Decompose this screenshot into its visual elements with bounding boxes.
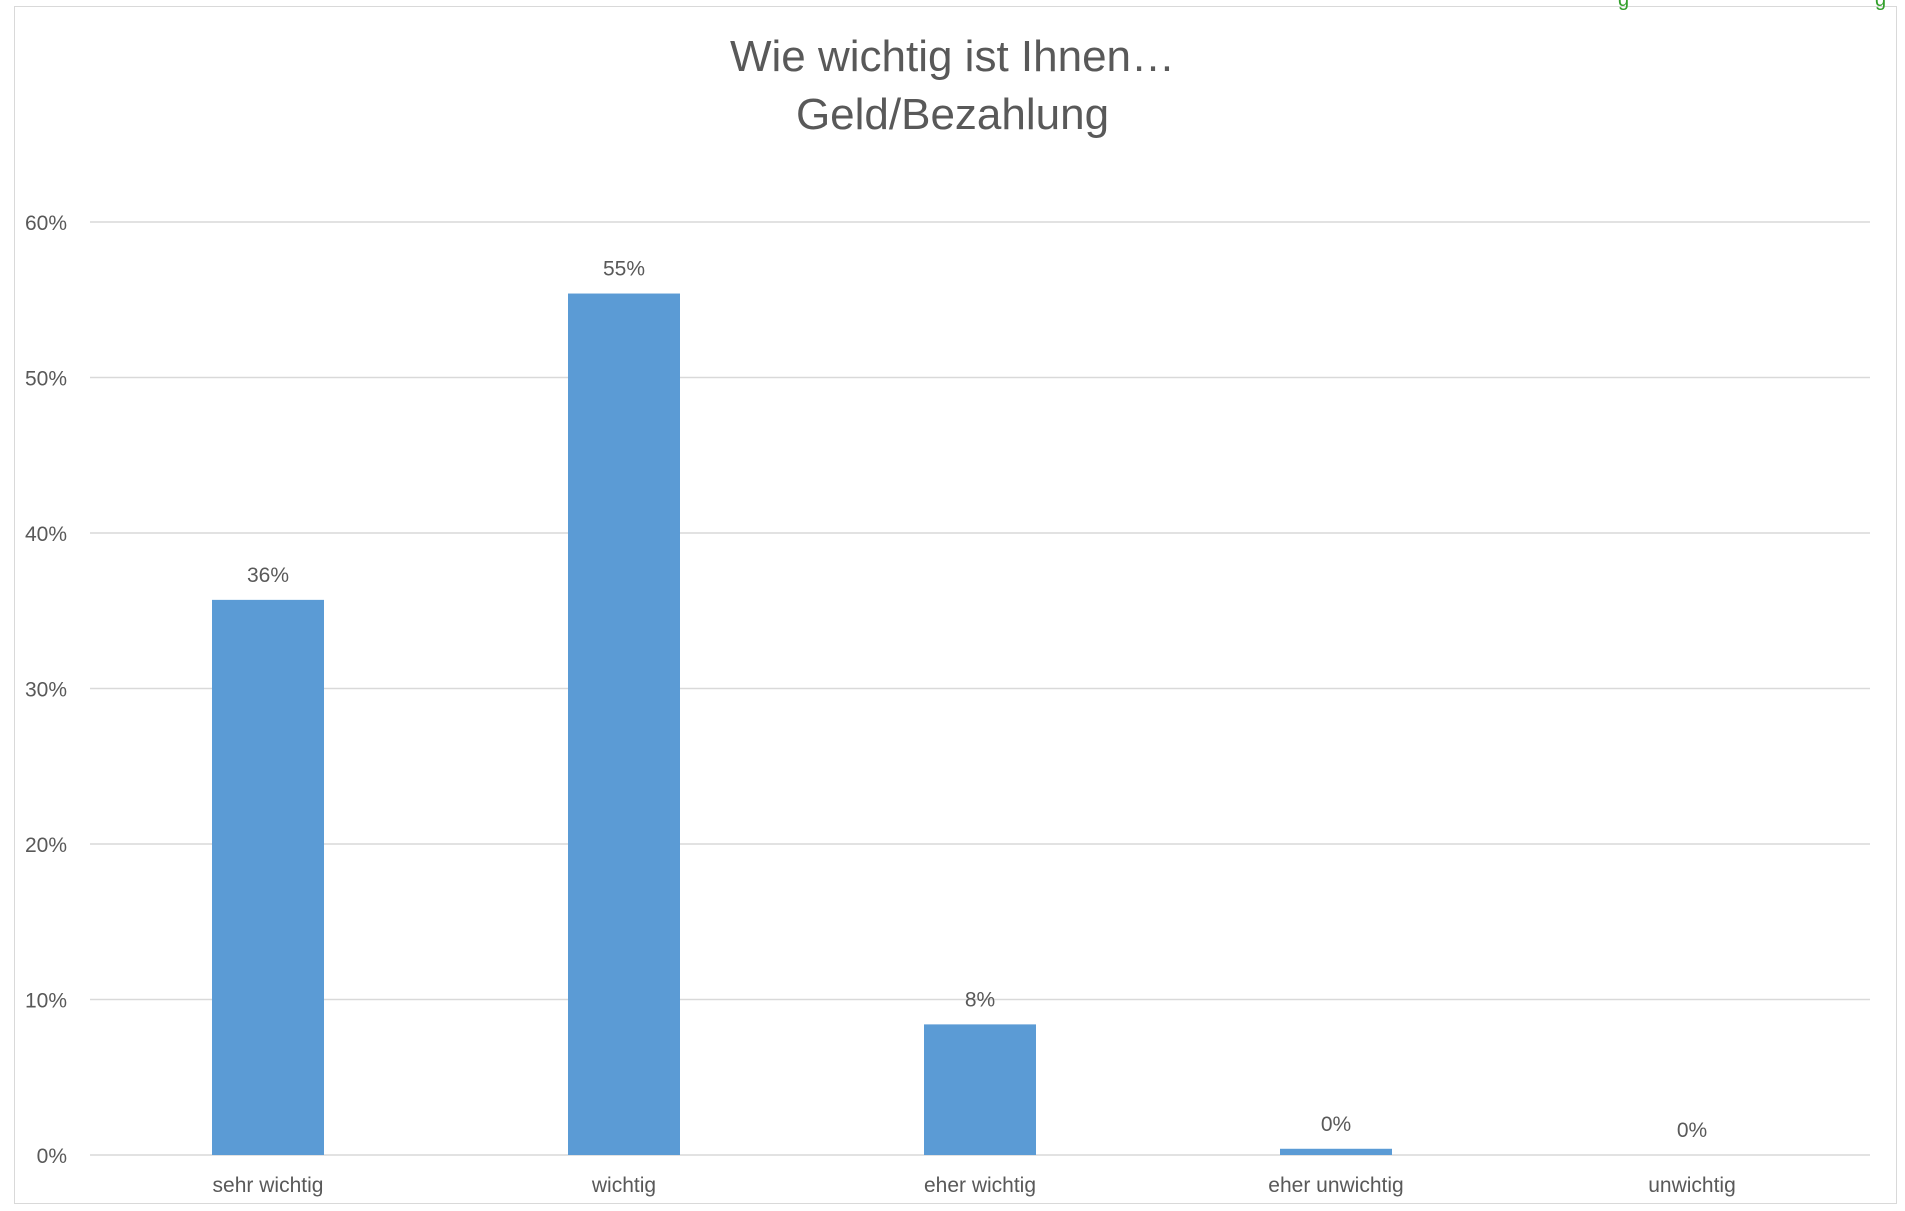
y-tick-label: 10% [25,990,67,1013]
y-tick-label: 50% [25,368,67,391]
y-tick-label: 60% [25,212,67,235]
bar [1280,1148,1392,1155]
x-tick-label: unwichtig [1648,1174,1736,1197]
chart-subtitle: Geld/Bezahlung [795,90,1110,139]
data-label: 8% [965,988,995,1011]
y-tick-label: 30% [25,679,67,702]
x-tick-label: eher unwichtig [1268,1174,1403,1197]
y-tick-label: 0% [37,1145,67,1168]
bar [924,1024,1036,1155]
chart-title: Wie wichtig ist Ihnen… [729,32,1176,81]
y-tick-label: 40% [25,523,67,546]
cropped-corner-text: g [1875,0,1887,11]
y-tick-label: 20% [25,834,67,857]
data-label: 36% [247,564,289,587]
cropped-corner-text: g [1618,0,1630,11]
data-label: 0% [1321,1113,1351,1136]
chart-frame [14,6,1897,1204]
bar [568,293,680,1155]
x-tick-label: eher wichtig [924,1174,1036,1197]
data-label: 55% [603,258,645,281]
bar [212,599,324,1155]
x-tick-label: sehr wichtig [213,1174,324,1197]
x-tick-label: wichtig [591,1174,656,1197]
data-label: 0% [1677,1119,1707,1142]
